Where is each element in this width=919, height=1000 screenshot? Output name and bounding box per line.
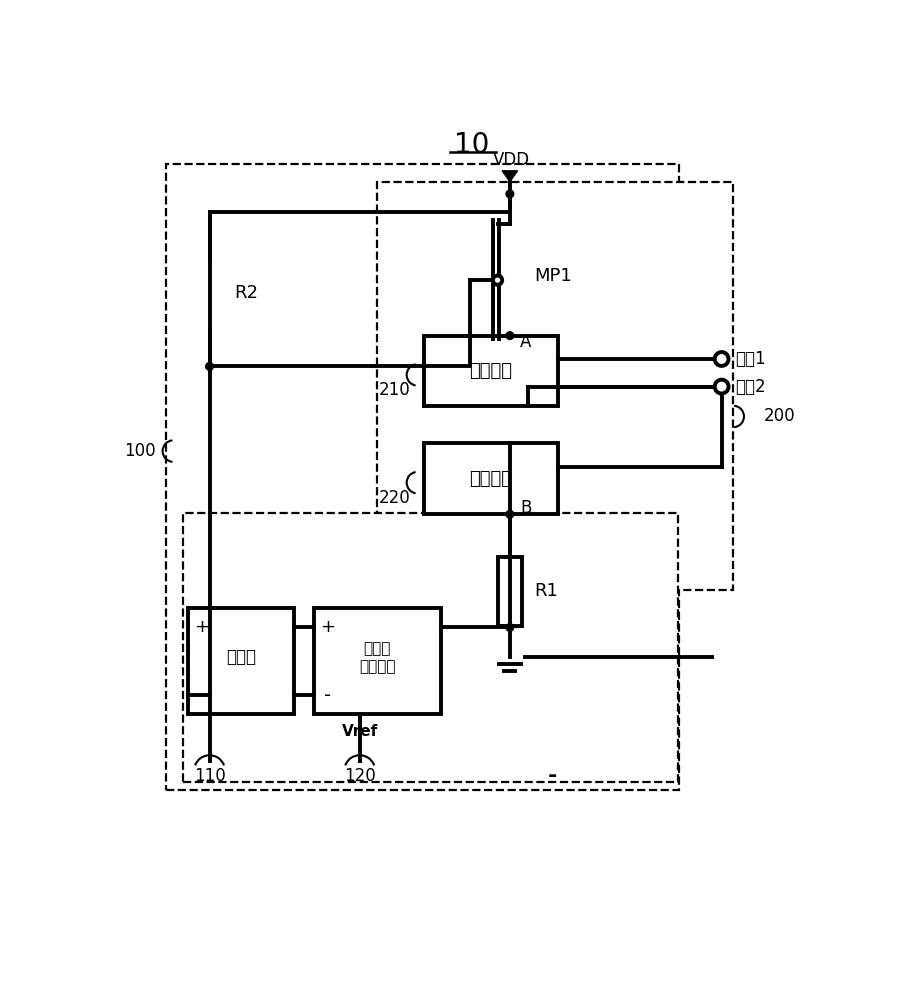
- Text: +: +: [195, 618, 210, 636]
- Bar: [497, 557, 522, 626]
- Text: -: -: [199, 686, 206, 705]
- Text: 比较器: 比较器: [226, 648, 256, 666]
- Circle shape: [715, 380, 729, 394]
- Text: -: -: [548, 766, 557, 786]
- Text: 管脚2: 管脚2: [735, 378, 766, 396]
- Text: 第一电路: 第一电路: [470, 362, 513, 380]
- Bar: [378, 182, 733, 590]
- Text: R1: R1: [535, 582, 559, 600]
- Circle shape: [506, 624, 514, 631]
- Circle shape: [506, 190, 514, 198]
- Bar: [165, 164, 679, 790]
- Bar: [313, 608, 440, 714]
- Circle shape: [506, 332, 514, 339]
- Text: -: -: [323, 686, 331, 705]
- Text: 管脚1: 管脚1: [735, 350, 766, 368]
- Text: 210: 210: [379, 381, 410, 399]
- Bar: [183, 513, 677, 782]
- Text: 第二电路: 第二电路: [470, 470, 513, 488]
- Bar: [198, 259, 221, 328]
- Text: 220: 220: [379, 489, 410, 507]
- Text: Vref: Vref: [342, 724, 378, 739]
- Text: MP1: MP1: [535, 267, 573, 285]
- Text: +: +: [320, 618, 335, 636]
- Bar: [188, 608, 294, 714]
- Text: 10: 10: [454, 131, 489, 159]
- Text: VDD: VDD: [493, 151, 530, 169]
- Text: B: B: [520, 499, 531, 517]
- Text: 200: 200: [764, 407, 796, 425]
- Text: A: A: [520, 333, 531, 351]
- Text: 110: 110: [194, 767, 225, 785]
- Text: R2: R2: [234, 284, 258, 302]
- Circle shape: [715, 352, 729, 366]
- Bar: [424, 443, 559, 514]
- Text: 100: 100: [124, 442, 155, 460]
- Circle shape: [506, 510, 514, 518]
- Circle shape: [493, 276, 502, 285]
- Text: 放大器
（可选）: 放大器 （可选）: [358, 641, 395, 674]
- Circle shape: [206, 363, 213, 370]
- Text: 120: 120: [344, 767, 376, 785]
- Polygon shape: [502, 171, 517, 182]
- Bar: [424, 336, 559, 406]
